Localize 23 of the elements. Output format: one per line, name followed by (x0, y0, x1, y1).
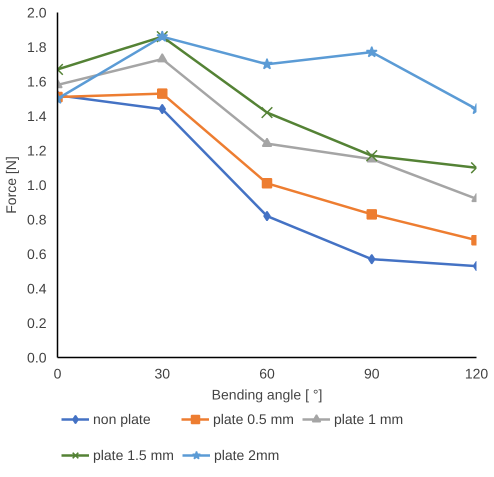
x-tick-label: 0 (54, 366, 62, 382)
legend-label: non plate (93, 411, 152, 427)
y-tick-label: 1.6 (27, 74, 47, 90)
x-tick-label: 120 (464, 366, 488, 382)
x-tick-label: 60 (259, 366, 275, 382)
y-tick-label: 0.6 (27, 246, 47, 262)
y-tick-label: 0.4 (27, 280, 47, 296)
y-tick-label: 0.2 (27, 315, 47, 331)
legend-label: plate 2mm (214, 447, 280, 463)
legend-label: plate 0.5 mm (213, 411, 294, 427)
x-tick-label: 90 (364, 366, 380, 382)
legend-label: plate 1.5 mm (93, 447, 174, 463)
y-axis-title: Force [N] (3, 156, 20, 214)
y-tick-label: 0.0 (27, 350, 47, 366)
x-axis-title: Bending angle [ °] (212, 386, 322, 402)
y-tick-label: 2.0 (27, 4, 47, 20)
y-tick-label: 0.8 (27, 212, 47, 228)
y-tick-label: 1.4 (27, 108, 47, 124)
y-tick-label: 1.0 (27, 177, 47, 193)
x-tick-label: 30 (154, 366, 170, 382)
y-tick-label: 1.2 (27, 142, 47, 158)
legend-label: plate 1 mm (334, 411, 404, 427)
y-tick-label: 1.8 (27, 39, 47, 55)
